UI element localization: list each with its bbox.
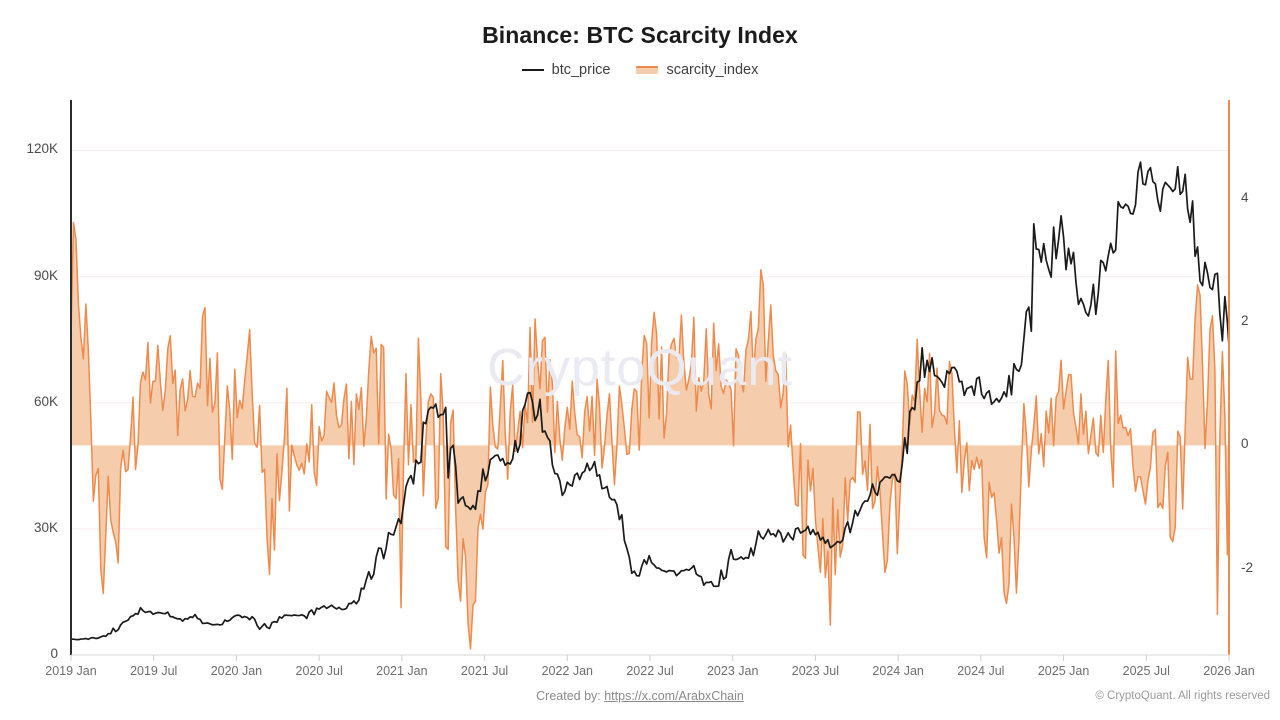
y-axis-left-tick-3: 90K xyxy=(33,267,58,283)
y-axis-right-tick-0: -2 xyxy=(1241,559,1254,575)
legend-label-btc-price: btc_price xyxy=(551,62,611,78)
x-axis-tick-6: 2022 Jan xyxy=(541,664,593,678)
y-axis-right-tick-1: 0 xyxy=(1241,436,1249,452)
chart-legend: btc_price scarcity_index xyxy=(0,62,1280,78)
x-axis-tick-5: 2021 Jul xyxy=(460,664,509,678)
x-axis-tick-12: 2025 Jan xyxy=(1037,664,1090,678)
footer-credit: Created by: https://x.com/ArabxChain xyxy=(0,689,1280,703)
footer-credit-link[interactable]: https://x.com/ArabxChain xyxy=(604,689,744,703)
x-axis-tick-1: 2019 Jul xyxy=(130,664,178,678)
x-axis-tick-14: 2026 Jan xyxy=(1203,664,1255,678)
y-axis-right-tick-2: 2 xyxy=(1241,313,1249,328)
x-axis-tick-2: 2020 Jan xyxy=(210,664,263,678)
x-axis-tick-8: 2023 Jan xyxy=(706,664,759,678)
y-axis-left-tick-2: 60K xyxy=(33,393,58,409)
page-title: Binance: BTC Scarcity Index xyxy=(482,22,798,48)
legend-label-scarcity-index: scarcity_index xyxy=(666,62,759,78)
y-axis-left-tick-0: 0 xyxy=(50,646,58,661)
x-axis-tick-4: 2021 Jan xyxy=(376,664,428,678)
x-axis-tick-7: 2022 Jul xyxy=(626,664,674,678)
x-axis-tick-13: 2025 Jul xyxy=(1122,664,1170,678)
y-axis-left-tick-4: 120K xyxy=(26,141,58,157)
legend-swatch-band-icon xyxy=(636,66,659,74)
y-axis-left-tick-1: 30K xyxy=(33,519,58,535)
footer-rights: © CryptoQuant. All rights reserved xyxy=(1095,690,1270,702)
x-axis-tick-3: 2020 Jul xyxy=(295,664,343,678)
legend-item-scarcity-index[interactable]: scarcity_index xyxy=(636,62,758,78)
legend-item-btc-price[interactable]: btc_price xyxy=(521,62,611,78)
x-axis-tick-0: 2019 Jan xyxy=(45,664,97,678)
x-axis-tick-10: 2024 Jan xyxy=(872,664,924,678)
x-axis-tick-11: 2024 Jul xyxy=(957,664,1005,678)
y-axis-right-tick-3: 4 xyxy=(1241,189,1249,205)
footer-credit-prefix: Created by: xyxy=(536,689,605,703)
x-axis-tick-9: 2023 Jul xyxy=(791,664,840,678)
legend-swatch-line-icon xyxy=(521,69,544,71)
